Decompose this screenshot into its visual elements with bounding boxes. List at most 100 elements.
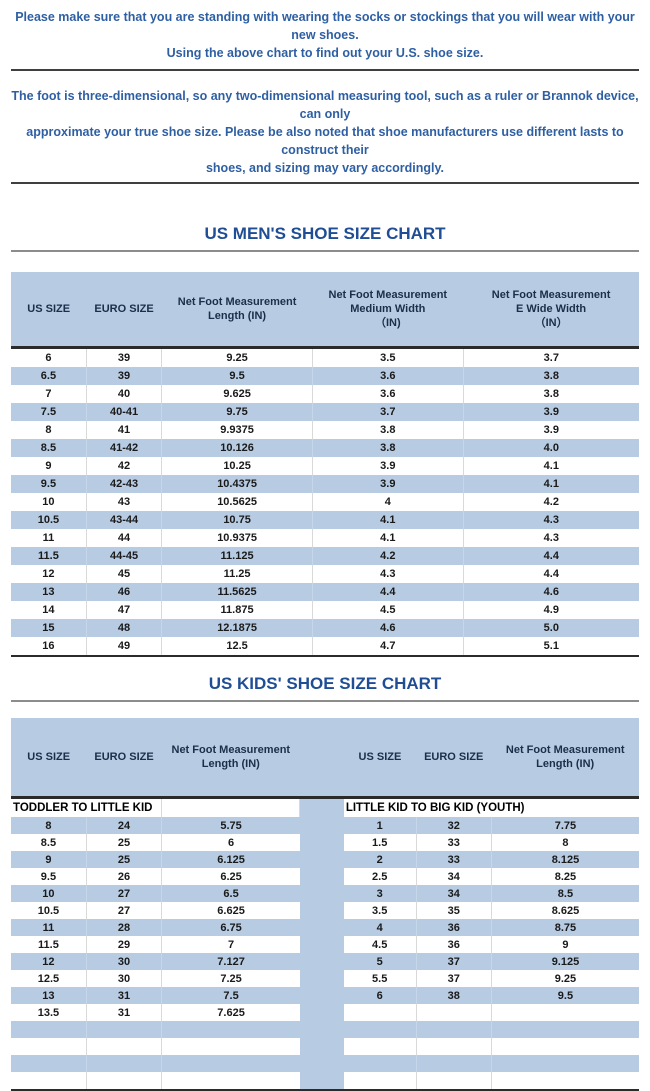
- section-header-row: TODDLER TO LITTLE KID LITTLE KID TO BIG …: [11, 797, 639, 817]
- mens-chart-title: US MEN'S SHOE SIZE CHART: [204, 224, 446, 243]
- table-cell: 32: [416, 817, 492, 834]
- mens-title-underline: [11, 250, 639, 252]
- table-cell: 3.8: [463, 367, 639, 385]
- table-cell: 46: [86, 583, 163, 601]
- divider-rule-1: [11, 69, 639, 71]
- header-row: US SIZE EURO SIZE Net Foot Measurement L…: [11, 272, 639, 348]
- table-cell: [416, 1004, 492, 1021]
- table-cell: 1: [343, 817, 417, 834]
- col-e-wide-width: Net Foot Measurement E Wide Width （IN）: [463, 272, 639, 348]
- table-cell: [416, 1038, 492, 1055]
- table-cell: 27: [86, 902, 163, 919]
- table-cell: 11: [11, 529, 87, 547]
- table-cell: 10.25: [161, 457, 313, 475]
- table-cell: 42-43: [86, 475, 163, 493]
- table-cell: 9: [11, 851, 87, 868]
- table-cell: 6.5: [161, 885, 300, 902]
- table-cell: 10.5: [11, 511, 87, 529]
- table-cell: [491, 1038, 639, 1055]
- kids-table-header: US SIZE EURO SIZE Net Foot Measurement L…: [11, 718, 639, 798]
- table-cell: 11.5: [11, 547, 87, 565]
- table-cell: 4.1: [463, 475, 639, 493]
- gap-cell: [299, 970, 344, 987]
- kids-size-table: US SIZE EURO SIZE Net Foot Measurement L…: [11, 718, 639, 1091]
- table-row: 9.5 42-43 10.4375 3.9 4.1: [11, 475, 639, 493]
- table-cell: 31: [86, 1004, 163, 1021]
- table-row: 14 47 11.875 4.5 4.9: [11, 601, 639, 619]
- table-cell: [161, 1072, 300, 1090]
- mens-table-body: 6 39 9.25 3.5 3.7 6.5 39 9.5 3.6 3.8 7 40 9.625 3.6 3.…: [11, 347, 639, 656]
- table-cell: 15: [11, 619, 87, 637]
- table-row: [11, 1021, 639, 1038]
- table-cell: 8.5: [11, 439, 87, 457]
- table-cell: 44: [86, 529, 163, 547]
- table-cell: 3.9: [463, 421, 639, 439]
- table-cell: 33: [416, 851, 492, 868]
- table-cell: 4.1: [312, 529, 464, 547]
- table-cell: 3.9: [312, 457, 464, 475]
- table-row: 10 43 10.5625 4 4.2: [11, 493, 639, 511]
- table-row: 9.5 26 6.25 2.5 34 8.25: [11, 868, 639, 885]
- table-cell: 48: [86, 619, 163, 637]
- table-cell: [343, 1038, 417, 1055]
- gap-cell: [299, 1038, 344, 1055]
- col-length-right: Net Foot Measurement Length (IN): [491, 718, 639, 798]
- table-cell: 7.5: [11, 403, 87, 421]
- table-cell: 3.9: [463, 403, 639, 421]
- table-cell: 43-44: [86, 511, 163, 529]
- table-cell: 6: [343, 987, 417, 1004]
- table-cell: 3.8: [312, 421, 464, 439]
- gap-cell: [299, 953, 344, 970]
- col-medium-width: Net Foot Measurement Medium Width （IN): [312, 272, 464, 348]
- gap-cell: [299, 885, 344, 902]
- table-cell: 6: [161, 834, 300, 851]
- table-cell: [343, 1072, 417, 1090]
- table-cell: 10.5625: [161, 493, 313, 511]
- table-row: 10.5 43-44 10.75 4.1 4.3: [11, 511, 639, 529]
- table-cell: 40-41: [86, 403, 163, 421]
- col-us-size-left: US SIZE: [11, 718, 87, 798]
- table-cell: 3.5: [312, 347, 464, 367]
- table-cell: [86, 1021, 163, 1038]
- header-row: US SIZE EURO SIZE Net Foot Measurement L…: [11, 718, 639, 798]
- table-cell: 9: [11, 457, 87, 475]
- table-cell: [86, 1072, 163, 1090]
- table-row: 15 48 12.1875 4.6 5.0: [11, 619, 639, 637]
- table-cell: 7.625: [161, 1004, 300, 1021]
- col-length: Net Foot Measurement Length (IN): [161, 272, 313, 348]
- table-cell: 9.75: [161, 403, 313, 421]
- table-cell: 34: [416, 868, 492, 885]
- table-cell: 3.8: [312, 439, 464, 457]
- table-cell: 44-45: [86, 547, 163, 565]
- col-us-size-right: US SIZE: [343, 718, 417, 798]
- table-cell: 7: [11, 385, 87, 403]
- table-cell: 3.7: [312, 403, 464, 421]
- table-cell: 3: [343, 885, 417, 902]
- table-cell: 4.5: [312, 601, 464, 619]
- table-cell: 11.25: [161, 565, 313, 583]
- table-row: 8 41 9.9375 3.8 3.9: [11, 421, 639, 439]
- table-cell: 7.25: [161, 970, 300, 987]
- table-cell: 7.75: [491, 817, 639, 834]
- table-cell: 9.5: [11, 868, 87, 885]
- table-cell: 4.4: [463, 565, 639, 583]
- table-cell: 3.5: [343, 902, 417, 919]
- table-cell: 9.5: [161, 367, 313, 385]
- empty-cell: [161, 797, 301, 817]
- table-cell: 12.1875: [161, 619, 313, 637]
- table-cell: 10.9375: [161, 529, 313, 547]
- table-cell: 6.625: [161, 902, 300, 919]
- table-cell: 47: [86, 601, 163, 619]
- table-cell: 11.5: [11, 936, 87, 953]
- table-row: 7.5 40-41 9.75 3.7 3.9: [11, 403, 639, 421]
- table-row: 12 45 11.25 4.3 4.4: [11, 565, 639, 583]
- table-cell: 10.75: [161, 511, 313, 529]
- table-cell: 4.3: [463, 529, 639, 547]
- table-cell: 5: [343, 953, 417, 970]
- table-cell: 4.4: [312, 583, 464, 601]
- table-cell: 5.5: [343, 970, 417, 987]
- gap-cell: [299, 919, 344, 936]
- table-cell: 38: [416, 987, 492, 1004]
- table-cell: 6.125: [161, 851, 300, 868]
